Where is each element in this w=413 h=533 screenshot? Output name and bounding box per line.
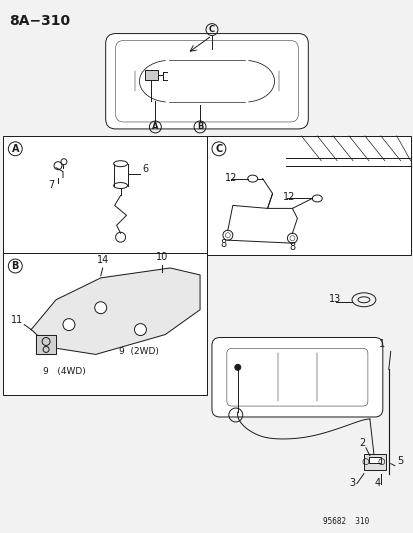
Bar: [368, 457, 380, 463]
Text: C: C: [215, 144, 222, 154]
Text: 7: 7: [48, 180, 54, 190]
Text: B: B: [197, 123, 203, 132]
Text: 9  (2WD): 9 (2WD): [118, 348, 158, 357]
Text: 8: 8: [289, 242, 295, 252]
Text: 5: 5: [396, 456, 402, 466]
Text: 8: 8: [220, 239, 226, 249]
Circle shape: [134, 324, 146, 336]
Text: 12: 12: [282, 192, 294, 203]
Polygon shape: [36, 335, 56, 354]
Text: 11: 11: [11, 314, 23, 325]
Text: 14: 14: [96, 255, 109, 265]
Text: B: B: [12, 261, 19, 271]
Bar: [3, 136, 206, 255]
Text: 1: 1: [378, 340, 384, 350]
Text: 8A−310: 8A−310: [9, 14, 70, 28]
Bar: [206, 136, 410, 255]
Bar: [145, 70, 158, 80]
Circle shape: [234, 365, 240, 370]
Bar: [3, 253, 206, 395]
Polygon shape: [31, 268, 199, 354]
Circle shape: [63, 319, 75, 330]
Text: 4: 4: [374, 478, 380, 488]
Text: 10: 10: [156, 252, 168, 262]
Text: 6: 6: [142, 164, 148, 174]
Text: 12: 12: [224, 173, 237, 183]
Text: A: A: [12, 144, 19, 154]
Text: 9   (4WD): 9 (4WD): [43, 367, 85, 376]
Bar: [363, 454, 385, 470]
Circle shape: [95, 302, 107, 314]
Text: 2: 2: [358, 438, 364, 448]
Text: 3: 3: [348, 478, 354, 488]
Text: 95682  310: 95682 310: [322, 517, 368, 526]
Text: A: A: [152, 123, 158, 132]
Text: C: C: [209, 25, 214, 34]
FancyBboxPatch shape: [105, 34, 308, 129]
Text: 13: 13: [328, 294, 341, 304]
FancyBboxPatch shape: [211, 337, 382, 417]
